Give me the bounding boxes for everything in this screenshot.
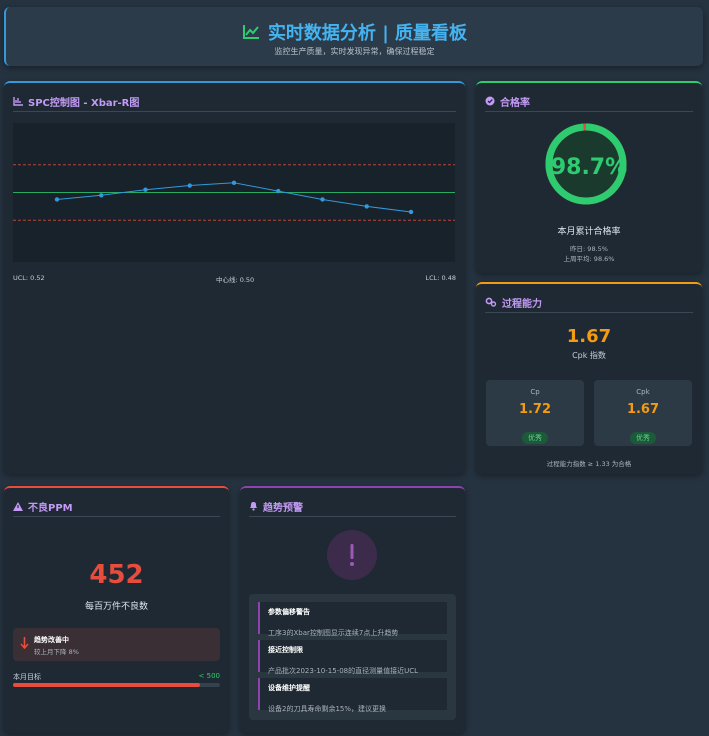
panel-header: 不良PPM — [13, 496, 220, 517]
card-value: 1.72 — [518, 402, 552, 417]
trend-box: 趋势改善中 较上月下降 8% — [13, 628, 220, 661]
gauge — [545, 123, 627, 205]
progress-track — [13, 683, 220, 687]
panel-header: 过程能力 — [485, 292, 693, 313]
pass-rate-detail: 上周平均: 98.6% — [563, 255, 615, 263]
alert-text: 工序3的Xbar控制图显示连续7点上升趋势 — [268, 629, 399, 637]
data-point — [187, 183, 192, 188]
ppm-value: 452 — [89, 560, 144, 590]
icon — [13, 96, 23, 106]
header-title: 实时数据分析 | 质量看板 — [267, 23, 468, 44]
gauge-arc — [545, 123, 627, 205]
pass-rate-value: 98.7% — [550, 155, 628, 180]
panel-title: 趋势预警 — [263, 502, 303, 514]
pass-rate-detail: 昨日: 98.5% — [570, 245, 608, 253]
icon — [250, 502, 257, 511]
data-point — [99, 193, 104, 198]
header-title-row: 实时数据分析 | 质量看板 — [6, 19, 703, 45]
icon — [485, 96, 495, 106]
alert-item: 参数偏移警告工序3的Xbar控制图显示连续7点上升趋势 — [258, 602, 447, 637]
alerts-panel: 趋势预警 参数偏移警告工序3的Xbar控制图显示连续7点上升趋势 接近控制限产品… — [240, 486, 465, 733]
gauge-bg — [545, 123, 627, 205]
alert-title: 设备维护提醒 — [268, 684, 310, 692]
card-badge-wrap: 优秀 — [594, 425, 692, 444]
data-point — [364, 204, 369, 209]
limit-labels: UCL: 0.52 中心线: 0.50 LCL: 0.48 — [13, 274, 456, 284]
alert-item: 设备维护提醒设备2的刀具寿命剩余15%，建议更换 — [258, 678, 447, 713]
card-value: 1.67 — [626, 402, 660, 417]
ppm-panel: 不良PPM 452 每百万件不良数 趋势改善中 较上月下降 8% 本月目标 < … — [4, 486, 229, 733]
spc-panel: SPC控制图 - Xbar-R图 UCL: 0.52 中心线: 0.50 LCL: … — [4, 81, 465, 474]
card-badge: 优秀 — [522, 432, 548, 444]
alert-title: 接近控制限 — [268, 646, 303, 654]
panel-header: SPC控制图 - Xbar-R图 — [13, 91, 456, 112]
panel-title: 合格率 — [500, 97, 530, 109]
limit-label: UCL: 0.52 — [13, 274, 45, 282]
cpk-caption: Cpk 指数 — [572, 351, 606, 360]
target-label: 本月目标 — [13, 673, 41, 681]
cpk-value: 1.67 — [566, 326, 612, 347]
limit-label: 中心线: 0.50 — [215, 276, 255, 284]
cpk-card: Cpk 1.67 优秀 — [594, 380, 692, 446]
panel-title: 过程能力 — [502, 298, 542, 310]
limit-label: LCL: 0.48 — [425, 274, 456, 282]
card-name: Cp — [530, 388, 540, 396]
alert-title: 参数偏移警告 — [268, 608, 310, 616]
ppm-caption: 每百万件不良数 — [84, 602, 148, 612]
alert-text: 设备2的刀具寿命剩余15%，建议更换 — [268, 705, 387, 713]
data-point — [320, 197, 325, 202]
trend-text: 较上月下降 8% — [34, 648, 79, 656]
alert-list: 参数偏移警告工序3的Xbar控制图显示连续7点上升趋势 接近控制限产品批次202… — [249, 594, 456, 720]
target-value: < 500 — [198, 672, 220, 680]
panel-header: 合格率 — [485, 91, 693, 112]
card-name: Cpk — [636, 388, 650, 396]
cp-card: Cp 1.72 优秀 — [486, 380, 584, 446]
trend-title: 趋势改善中 — [34, 636, 69, 644]
down-arrow — [20, 637, 29, 649]
pass-rate-caption: 本月累计合格率 — [557, 227, 621, 237]
alert-icon — [327, 530, 377, 580]
capability-note: 过程能力指数 ≥ 1.33 为合格 — [546, 460, 632, 468]
pass-rate-panel: 合格率 98.7% 本月累计合格率 昨日: 98.5% 上周平均: 98.6% — [476, 81, 702, 273]
progress-bar — [13, 683, 201, 687]
data-point — [231, 180, 237, 185]
data-point — [54, 197, 60, 202]
card-badge: 优秀 — [630, 432, 656, 444]
header-subtitle: 监控生产质量，实时发现异常，确保过程稳定 — [274, 47, 435, 56]
header-icon — [242, 25, 259, 39]
icon — [13, 501, 23, 511]
panel-header: 趋势预警 — [249, 496, 456, 517]
alert-item: 接近控制限产品批次2023-10-15-08的直径测量值接近UCL — [258, 640, 447, 675]
capability-panel: 过程能力 1.67 Cpk 指数 Cp 1.72 优秀 Cpk 1.67 优秀 … — [476, 282, 702, 474]
icon — [485, 297, 497, 307]
panel-title: 不良PPM — [28, 502, 73, 514]
spc-chart — [13, 123, 455, 262]
header: 实时数据分析 | 质量看板 监控生产质量，实时发现异常，确保过程稳定 — [4, 7, 703, 66]
data-point — [143, 187, 148, 192]
card-badge-wrap: 优秀 — [486, 425, 584, 444]
data-point — [408, 209, 414, 215]
panel-title: SPC控制图 - Xbar-R图 — [28, 97, 140, 109]
alert-text: 产品批次2023-10-15-08的直径测量值接近UCL — [268, 667, 419, 675]
data-point — [276, 188, 281, 194]
